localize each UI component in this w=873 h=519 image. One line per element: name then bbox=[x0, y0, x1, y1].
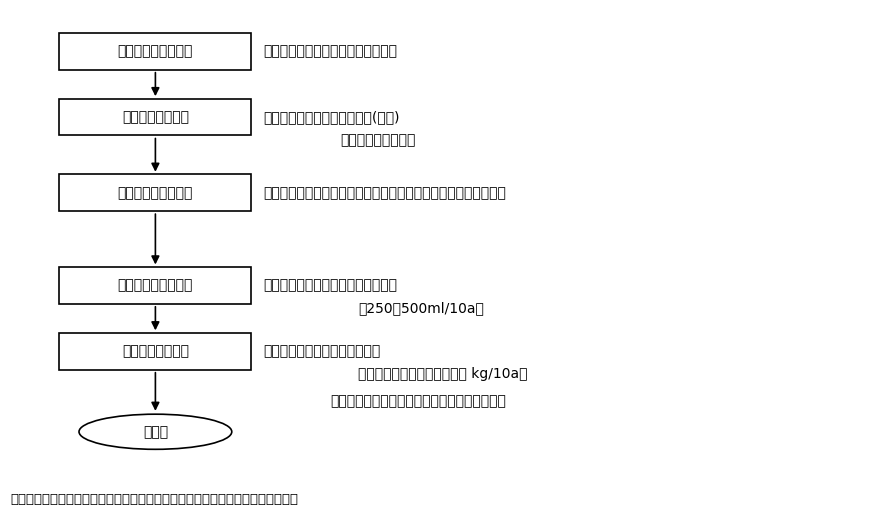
FancyBboxPatch shape bbox=[59, 33, 251, 70]
Text: 土壌表面がクラストした場合、表層破砕を行う: 土壌表面がクラストした場合、表層破砕を行う bbox=[330, 394, 505, 408]
Text: 播　種　床　放　置: 播 種 床 放 置 bbox=[118, 186, 193, 200]
Text: 図　アルファルファ単播草地の春造成のための除草剤処理同日播種法の作業工程: 図 アルファルファ単播草地の春造成のための除草剤処理同日播種法の作業工程 bbox=[10, 493, 299, 506]
Text: ・・・・・・播種床整備完了(早春): ・・・・・・播種床整備完了(早春) bbox=[264, 110, 400, 124]
Text: 完　成: 完 成 bbox=[143, 425, 168, 439]
Text: 堆肥、土改材の散布: 堆肥、土改材の散布 bbox=[118, 44, 193, 58]
FancyBboxPatch shape bbox=[59, 99, 251, 135]
FancyBboxPatch shape bbox=[59, 174, 251, 211]
Text: ・・・・・・播種前年秋～当年早春: ・・・・・・播種前年秋～当年早春 bbox=[264, 44, 397, 58]
Text: 耕起・整地・鎮圧: 耕起・整地・鎮圧 bbox=[122, 110, 189, 124]
FancyBboxPatch shape bbox=[59, 267, 251, 304]
Text: （250～500ml/10a）: （250～500ml/10a） bbox=[358, 302, 484, 316]
Text: ・・・・・・　除草剤散布当日: ・・・・・・ 除草剤散布当日 bbox=[264, 344, 381, 358]
Text: ・・・・・・グリホサート系除草剤: ・・・・・・グリホサート系除草剤 bbox=[264, 278, 397, 292]
FancyBboxPatch shape bbox=[59, 333, 251, 370]
Text: （鎮圧は１回程度）: （鎮圧は１回程度） bbox=[340, 133, 416, 147]
Text: 播種・鎮圧・施肥: 播種・鎮圧・施肥 bbox=[122, 344, 189, 358]
Text: （播種量：コート種子２～３ kg/10a）: （播種量：コート種子２～３ kg/10a） bbox=[358, 367, 527, 381]
Ellipse shape bbox=[79, 414, 232, 449]
Text: ・・・・・・播種床完成後３０～４０日　（雑草を出芽させる）: ・・・・・・播種床完成後３０～４０日 （雑草を出芽させる） bbox=[264, 186, 506, 200]
Text: 除　草　剤　処　理: 除 草 剤 処 理 bbox=[118, 278, 193, 292]
